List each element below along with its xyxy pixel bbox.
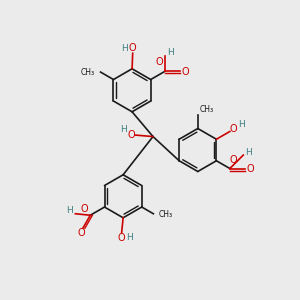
Text: O: O	[230, 124, 237, 134]
Text: O: O	[118, 233, 125, 243]
Text: H: H	[120, 124, 127, 134]
Text: O: O	[246, 164, 254, 173]
Text: O: O	[77, 228, 85, 238]
Text: H: H	[238, 119, 244, 128]
Text: O: O	[229, 155, 237, 165]
Text: H: H	[126, 233, 133, 242]
Text: H: H	[167, 48, 173, 57]
Text: O: O	[181, 67, 189, 77]
Text: O: O	[128, 130, 135, 140]
Text: CH₃: CH₃	[159, 210, 173, 219]
Text: H: H	[245, 148, 252, 157]
Text: O: O	[129, 44, 136, 53]
Text: CH₃: CH₃	[199, 106, 213, 115]
Text: H: H	[121, 44, 128, 53]
Text: CH₃: CH₃	[81, 68, 95, 76]
Text: O: O	[156, 57, 164, 67]
Text: H: H	[67, 206, 73, 215]
Text: O: O	[80, 204, 88, 214]
